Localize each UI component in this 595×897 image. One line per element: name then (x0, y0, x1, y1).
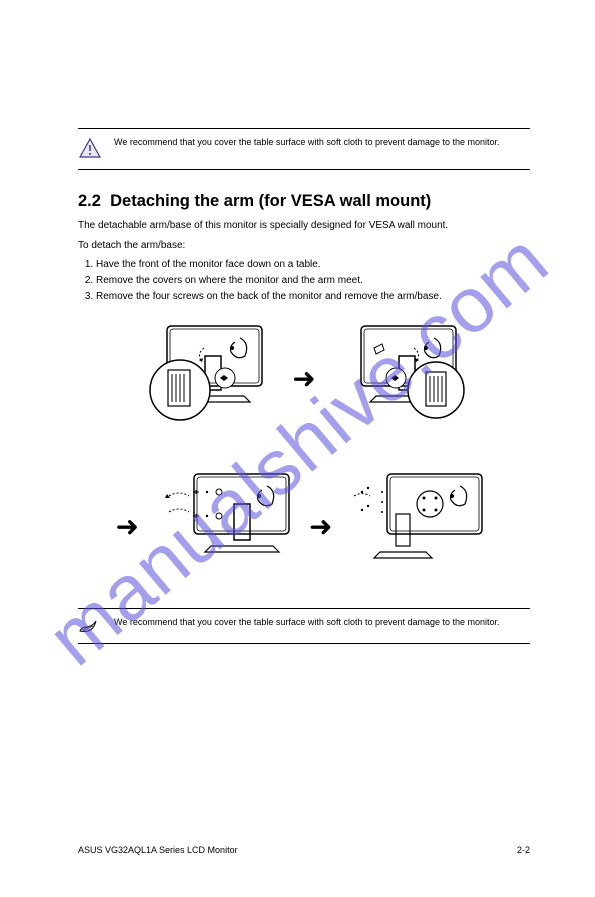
warning-icon (78, 137, 102, 161)
section-title: Detaching the arm (for VESA wall mount) (110, 192, 431, 210)
arrow-icon: ➜ (116, 510, 139, 543)
step-list: Have the front of the monitor face down … (96, 258, 530, 304)
step-item: Remove the covers on where the monitor a… (96, 274, 530, 288)
note-text: We recommend that you cover the table su… (114, 617, 500, 635)
step-item: Remove the four screws on the back of th… (96, 290, 530, 304)
note-callout: We recommend that you cover the table su… (78, 608, 530, 644)
note-icon (78, 617, 102, 635)
diagram-row-2: ➜ ➜ (78, 466, 530, 586)
section-heading: 2.2 Detaching the arm (for VESA wall mou… (78, 192, 530, 211)
warning-text: We recommend that you cover the table su… (114, 137, 500, 161)
footer-left: ASUS VG32AQL1A Series LCD Monitor (78, 845, 238, 855)
page-content: We recommend that you cover the table su… (78, 128, 530, 644)
diagram-area: ➜ (78, 318, 530, 586)
warning-callout: We recommend that you cover the table su… (78, 128, 530, 170)
section-subtitle: To detach the arm/base: (78, 239, 530, 253)
monitor-figure-1 (132, 318, 282, 438)
step-item: Have the front of the monitor face down … (96, 258, 530, 272)
diagram-row-1: ➜ (78, 318, 530, 438)
page-footer: ASUS VG32AQL1A Series LCD Monitor 2-2 (78, 845, 530, 855)
section-number: 2.2 (78, 192, 101, 210)
arrow-icon: ➜ (309, 510, 332, 543)
monitor-figure-3 (149, 466, 299, 586)
footer-right: 2-2 (517, 845, 530, 855)
section-intro: The detachable arm/base of this monitor … (78, 219, 530, 233)
arrow-icon: ➜ (292, 362, 315, 395)
monitor-figure-2 (326, 318, 476, 438)
monitor-figure-4 (342, 466, 492, 586)
